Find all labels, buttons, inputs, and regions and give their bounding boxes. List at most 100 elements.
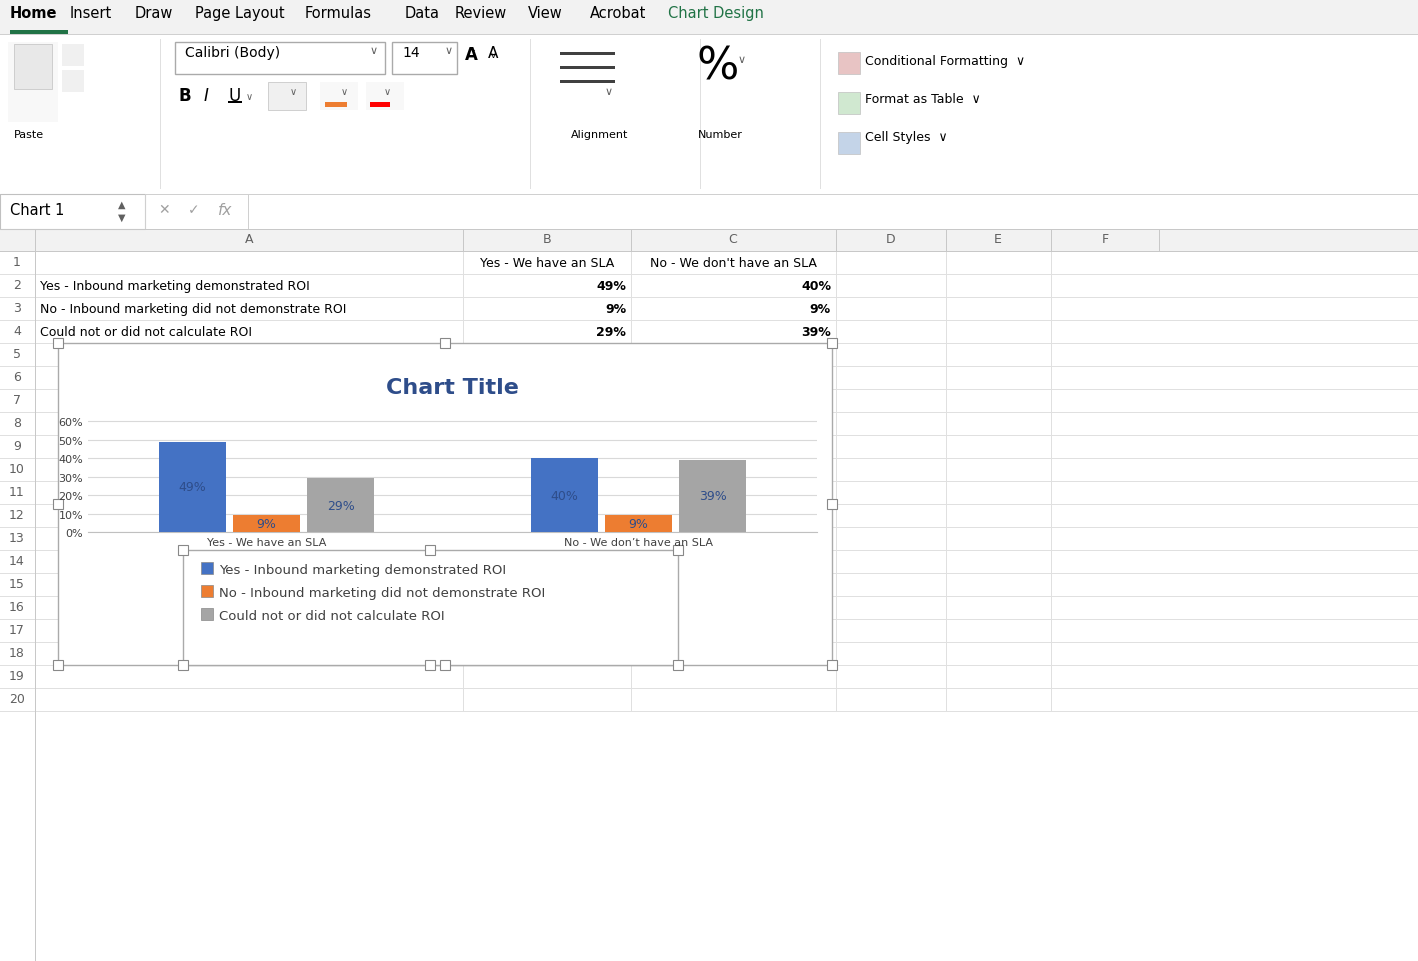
Text: 39%: 39% [801,326,831,338]
Bar [14,45,52,90]
Text: Yes - We have an SLA: Yes - We have an SLA [479,257,614,270]
Bar [62,45,84,67]
Bar [52,338,62,349]
Text: 14: 14 [9,554,26,567]
Text: Alignment: Alignment [571,130,628,140]
Bar [0,35,1418,195]
Text: No - Inbound marketing did not demonstrate ROI: No - Inbound marketing did not demonstra… [40,303,346,315]
Text: C: C [729,233,737,246]
Text: Conditional Formatting  ∨: Conditional Formatting ∨ [865,55,1025,68]
Bar [560,81,615,84]
Text: Draw: Draw [135,6,173,21]
Text: Calibri (Body): Calibri (Body) [184,46,281,60]
Bar [0,528,1418,529]
Bar [440,660,450,671]
Bar [179,546,189,555]
Bar [201,562,213,575]
Text: Format as Table  ∨: Format as Table ∨ [865,93,981,106]
Text: ∨: ∨ [605,86,613,97]
Text: 12: 12 [9,508,26,522]
Text: %: % [696,45,739,87]
Text: Acrobat: Acrobat [590,6,647,21]
Text: E: E [994,233,1003,246]
Text: Yes - Inbound marketing demonstrated ROI: Yes - Inbound marketing demonstrated ROI [40,280,309,293]
Text: 49%: 49% [596,280,625,293]
Bar [320,83,357,111]
Bar [183,551,678,665]
Bar [0,230,1418,231]
Text: 9%: 9% [810,303,831,315]
Text: Cell Styles  ∨: Cell Styles ∨ [865,131,947,144]
Bar [0,574,1418,575]
Bar [530,458,597,532]
Bar [838,93,859,115]
Text: Home: Home [10,6,58,21]
Bar [0,366,1418,368]
Bar [62,71,84,93]
Text: 17: 17 [9,624,26,636]
Text: ∨: ∨ [291,86,298,97]
Text: 9: 9 [13,439,21,453]
Text: 11: 11 [9,485,26,499]
Text: A: A [465,46,478,64]
Bar [0,35,1418,36]
Text: Data: Data [406,6,440,21]
Bar [0,230,1418,231]
Text: D: D [886,233,896,246]
Text: ∨: ∨ [340,86,349,97]
Text: B: B [543,233,552,246]
Bar [605,516,672,532]
Bar [0,435,1418,436]
Bar [0,711,1418,712]
Bar [0,597,1418,598]
Text: Insert: Insert [69,6,112,21]
Text: ✓: ✓ [189,203,200,217]
Text: Page Layout: Page Layout [196,6,285,21]
Text: No - Inbound marketing did not demonstrate ROI: No - Inbound marketing did not demonstra… [218,586,546,600]
Bar [0,0,1418,35]
Bar [0,344,1418,345]
Bar [0,230,1418,961]
Text: 5: 5 [13,348,21,360]
Text: 29%: 29% [328,499,354,512]
Text: 49%: 49% [179,480,206,494]
Bar [679,460,746,532]
Bar [201,608,213,621]
Bar [233,516,301,532]
Text: Could not or did not calculate ROI: Could not or did not calculate ROI [218,609,445,623]
Bar [370,103,390,108]
Bar [179,660,189,671]
Text: No - We don't have an SLA: No - We don't have an SLA [649,257,817,270]
Bar [391,43,457,75]
Bar [268,83,306,111]
Bar [0,321,1418,322]
Text: 10: 10 [9,462,26,476]
Text: U: U [228,86,240,105]
Bar [308,479,374,532]
Text: 9%: 9% [257,518,277,530]
Bar [838,133,859,155]
Text: 16: 16 [9,601,26,613]
Bar [159,442,225,532]
Bar [0,230,1418,252]
Bar [0,619,1418,621]
Text: ∨: ∨ [370,46,379,56]
Text: 7: 7 [13,394,21,407]
Bar [0,275,1418,276]
Bar [560,53,615,56]
Bar [0,551,1418,552]
Text: ∨: ∨ [737,55,746,65]
Text: Review: Review [455,6,508,21]
Text: Paste: Paste [14,130,44,140]
Bar [52,660,62,671]
Text: F: F [1102,233,1109,246]
Bar [0,389,1418,390]
Bar [0,665,1418,666]
Text: v: v [491,51,496,60]
Bar [366,83,404,111]
Text: 1: 1 [13,256,21,269]
Bar [827,500,837,509]
Text: 20: 20 [9,692,26,705]
Text: 29%: 29% [596,326,625,338]
Text: A: A [245,233,254,246]
